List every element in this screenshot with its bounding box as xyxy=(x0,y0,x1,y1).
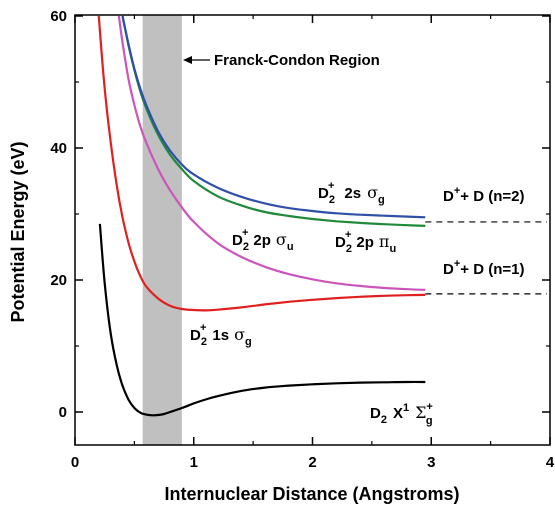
curve-0 xyxy=(98,223,426,417)
curve-2 xyxy=(117,15,426,291)
curve-4 xyxy=(121,15,426,219)
x-tick-label-2: 2 xyxy=(308,454,316,471)
y-axis-label: Potential Energy (eV) xyxy=(8,141,28,322)
franck-condon-arrow-head xyxy=(183,56,192,64)
y-tick-label-60: 60 xyxy=(50,8,67,25)
franck-condon-band xyxy=(142,15,182,445)
x-tick-label-3: 3 xyxy=(427,454,435,471)
y-tick-label-0: 0 xyxy=(59,404,67,421)
curve-1 xyxy=(97,15,426,312)
y-tick-label-20: 20 xyxy=(50,272,67,289)
y-tick-label-40: 40 xyxy=(50,140,67,157)
franck-condon-annotation: Franck-Condon Region xyxy=(183,52,380,69)
x-tick-label-0: 0 xyxy=(71,454,79,471)
potential-curves xyxy=(97,15,426,417)
label-d2-x1-sigma-g-plus: D2 X1 Σ+ g xyxy=(370,401,433,427)
x-axis-label: Internuclear Distance (Angstroms) xyxy=(164,484,459,504)
label-d2plus-1s-sigma-g: D2+ 1s σg xyxy=(190,322,252,348)
label-dplus-d-n1: D++ D (n=1) xyxy=(443,258,524,278)
franck-condon-label: Franck-Condon Region xyxy=(214,52,380,69)
x-tick-label-4: 4 xyxy=(546,454,555,471)
dissociation-limit-lines xyxy=(425,221,547,295)
label-dplus-d-n2: D++ D (n=2) xyxy=(443,185,524,205)
x-tick-label-1: 1 xyxy=(190,454,198,471)
label-d2plus-2p-pi-u: D2+ 2p πu xyxy=(335,229,396,255)
label-d2plus-2p-sigma-u: D2+ 2p σu xyxy=(232,227,294,253)
label-d2plus-2s-sigma-g: D2+ 2s σg xyxy=(318,180,385,206)
